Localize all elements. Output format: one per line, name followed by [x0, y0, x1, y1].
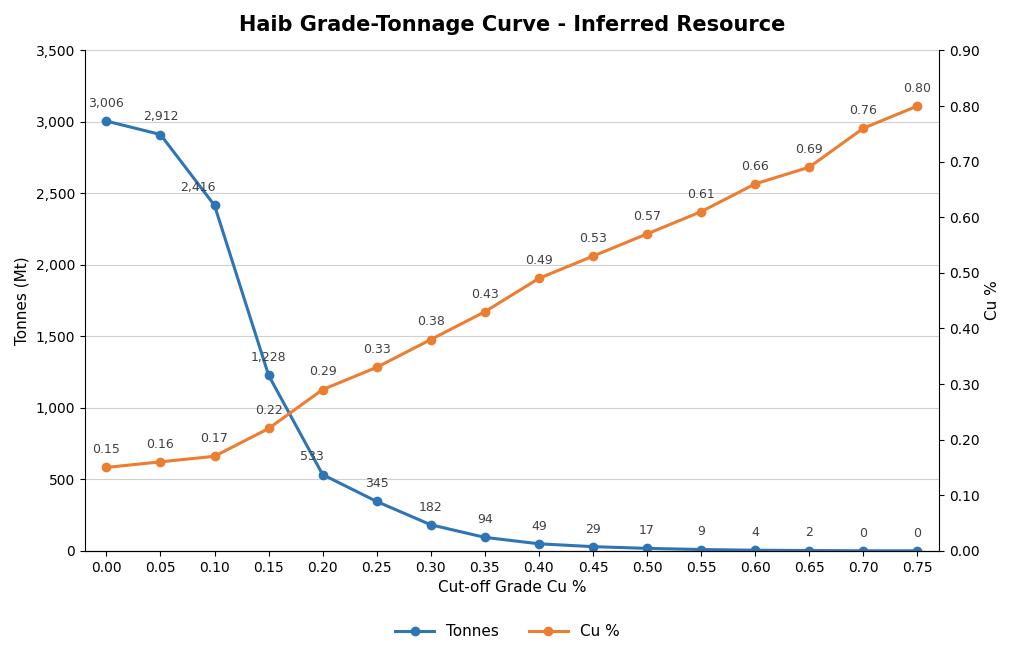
Tonnes — [640, 544, 653, 552]
Text: 345: 345 — [364, 478, 389, 491]
Text: 0: 0 — [860, 527, 867, 540]
Text: 1,228: 1,228 — [251, 351, 286, 364]
Tonnes — [858, 547, 870, 555]
Line: Tonnes: Tonnes — [103, 117, 922, 555]
Text: 533: 533 — [299, 451, 324, 464]
Text: 0.29: 0.29 — [309, 365, 337, 379]
Y-axis label: Tonnes (Mt): Tonnes (Mt) — [15, 256, 30, 345]
Cu % — [208, 453, 220, 461]
Tonnes — [911, 547, 924, 555]
Text: 0.17: 0.17 — [201, 432, 228, 445]
Text: 94: 94 — [477, 513, 492, 526]
Cu % — [803, 163, 815, 171]
Tonnes — [479, 533, 491, 541]
Text: 0.61: 0.61 — [687, 188, 715, 201]
Tonnes — [370, 497, 383, 505]
Text: 2,912: 2,912 — [143, 110, 179, 123]
Tonnes — [587, 543, 599, 550]
Text: 0.69: 0.69 — [796, 143, 823, 156]
Text: 4: 4 — [751, 526, 759, 539]
Cu % — [100, 464, 113, 472]
Tonnes — [749, 546, 761, 554]
Cu % — [587, 252, 599, 260]
Text: 3,006: 3,006 — [88, 97, 124, 110]
Title: Haib Grade-Tonnage Curve - Inferred Resource: Haib Grade-Tonnage Curve - Inferred Reso… — [239, 15, 785, 35]
X-axis label: Cut-off Grade Cu %: Cut-off Grade Cu % — [437, 580, 586, 595]
Tonnes — [317, 470, 329, 478]
Cu % — [154, 458, 166, 466]
Cu % — [317, 386, 329, 394]
Text: 0: 0 — [914, 527, 922, 540]
Text: 0.43: 0.43 — [471, 287, 498, 300]
Text: 0.16: 0.16 — [146, 438, 175, 451]
Cu % — [695, 208, 707, 216]
Cu % — [858, 125, 870, 133]
Tonnes — [803, 546, 815, 554]
Cu % — [533, 274, 545, 282]
Legend: Tonnes, Cu %: Tonnes, Cu % — [390, 618, 625, 645]
Text: 0.53: 0.53 — [579, 232, 607, 245]
Tonnes — [100, 117, 113, 125]
Text: 9: 9 — [697, 525, 705, 539]
Cu % — [263, 424, 275, 432]
Cu % — [424, 336, 436, 344]
Text: 0.15: 0.15 — [92, 443, 121, 457]
Tonnes — [533, 540, 545, 548]
Y-axis label: Cu %: Cu % — [985, 281, 1000, 321]
Text: 29: 29 — [585, 523, 601, 535]
Tonnes — [263, 371, 275, 379]
Text: 0.22: 0.22 — [255, 404, 282, 417]
Text: 0.57: 0.57 — [633, 210, 661, 223]
Tonnes — [424, 521, 436, 529]
Text: 0.49: 0.49 — [525, 255, 553, 267]
Tonnes — [154, 131, 166, 138]
Text: 0.80: 0.80 — [903, 82, 932, 95]
Text: 0.76: 0.76 — [850, 104, 877, 117]
Text: 0.66: 0.66 — [741, 160, 769, 173]
Text: 2,416: 2,416 — [180, 181, 215, 194]
Text: 2: 2 — [805, 526, 813, 539]
Cu % — [911, 102, 924, 110]
Cu % — [749, 180, 761, 188]
Text: 182: 182 — [419, 501, 443, 514]
Tonnes — [695, 546, 707, 554]
Cu % — [479, 308, 491, 316]
Text: 49: 49 — [531, 520, 547, 533]
Tonnes — [208, 201, 220, 209]
Text: 0.33: 0.33 — [362, 343, 391, 356]
Cu % — [370, 363, 383, 371]
Cu % — [640, 230, 653, 238]
Text: 0.38: 0.38 — [417, 316, 445, 329]
Text: 17: 17 — [639, 524, 655, 537]
Line: Cu %: Cu % — [103, 102, 922, 472]
